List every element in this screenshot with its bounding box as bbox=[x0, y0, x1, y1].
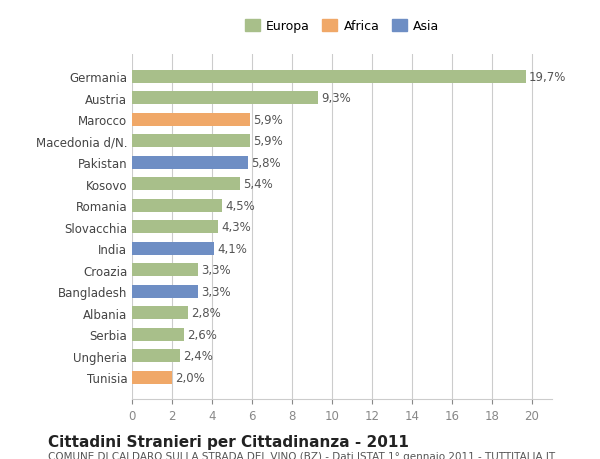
Text: 5,4%: 5,4% bbox=[243, 178, 273, 191]
Bar bbox=[132, 263, 198, 276]
Text: 4,3%: 4,3% bbox=[221, 221, 251, 234]
Bar bbox=[132, 157, 248, 169]
Text: 3,3%: 3,3% bbox=[201, 263, 230, 277]
Text: 2,8%: 2,8% bbox=[191, 307, 221, 319]
Text: 19,7%: 19,7% bbox=[529, 71, 566, 84]
Bar bbox=[132, 135, 250, 148]
Bar bbox=[132, 242, 214, 255]
Bar bbox=[132, 92, 318, 105]
Bar bbox=[132, 328, 184, 341]
Text: 2,4%: 2,4% bbox=[183, 349, 213, 362]
Bar bbox=[132, 71, 526, 84]
Bar bbox=[132, 371, 172, 384]
Text: 3,3%: 3,3% bbox=[201, 285, 230, 298]
Text: 4,1%: 4,1% bbox=[217, 242, 247, 255]
Bar bbox=[132, 221, 218, 234]
Text: 9,3%: 9,3% bbox=[321, 92, 351, 105]
Legend: Europa, Africa, Asia: Europa, Africa, Asia bbox=[241, 17, 443, 37]
Text: 5,9%: 5,9% bbox=[253, 113, 283, 127]
Bar bbox=[132, 349, 180, 362]
Text: 4,5%: 4,5% bbox=[225, 199, 255, 212]
Text: COMUNE DI CALDARO SULLA STRADA DEL VINO (BZ) - Dati ISTAT 1° gennaio 2011 - TUTT: COMUNE DI CALDARO SULLA STRADA DEL VINO … bbox=[48, 451, 555, 459]
Bar bbox=[132, 178, 240, 191]
Text: 5,8%: 5,8% bbox=[251, 157, 281, 169]
Bar bbox=[132, 307, 188, 319]
Bar bbox=[132, 113, 250, 127]
Bar bbox=[132, 285, 198, 298]
Text: Cittadini Stranieri per Cittadinanza - 2011: Cittadini Stranieri per Cittadinanza - 2… bbox=[48, 434, 409, 449]
Text: 2,0%: 2,0% bbox=[175, 371, 205, 384]
Text: 5,9%: 5,9% bbox=[253, 135, 283, 148]
Text: 2,6%: 2,6% bbox=[187, 328, 217, 341]
Bar bbox=[132, 199, 222, 212]
